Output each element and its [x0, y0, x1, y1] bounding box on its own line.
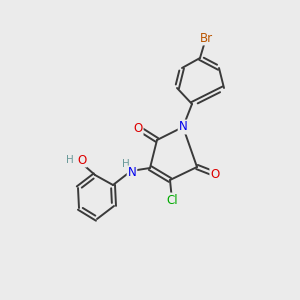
Text: Cl: Cl	[166, 194, 178, 206]
Text: Br: Br	[200, 32, 213, 44]
Text: O: O	[77, 154, 87, 166]
Text: O: O	[134, 122, 142, 134]
Text: N: N	[128, 167, 136, 179]
Text: O: O	[210, 167, 220, 181]
Text: H: H	[122, 159, 130, 169]
Text: H: H	[66, 155, 74, 165]
Text: N: N	[178, 121, 188, 134]
